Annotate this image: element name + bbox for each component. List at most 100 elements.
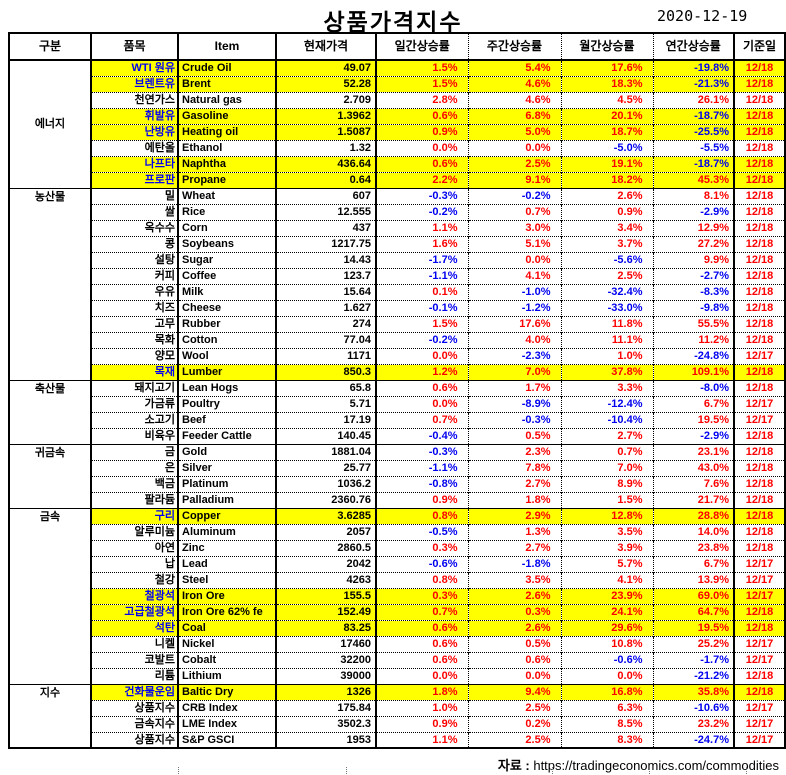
item-en-cell: Corn (177, 219, 276, 236)
base-date-cell: 12/18 (733, 155, 785, 172)
base-date-cell: 12/18 (733, 331, 785, 348)
monthly-change-cell: 1.0% (560, 347, 653, 364)
base-date-cell: 12/18 (733, 363, 785, 380)
item-kr-cell: 치즈 (90, 299, 178, 316)
price-cell: 83.25 (275, 619, 376, 636)
weekly-change-cell: 4.0% (467, 331, 561, 348)
item-kr-cell: 밀 (90, 187, 178, 204)
base-date-cell: 12/18 (733, 283, 785, 300)
daily-change-cell: -0.3% (375, 443, 468, 460)
yearly-change-cell: -8.3% (652, 283, 734, 300)
yearly-change-cell: -21.3% (652, 75, 734, 92)
price-cell: 436.64 (275, 155, 376, 172)
item-kr-cell: 난방유 (90, 123, 178, 140)
yearly-change-cell: -24.8% (652, 347, 734, 364)
item-en-cell: Iron Ore (177, 587, 276, 604)
item-kr-cell: 상품지수 (90, 699, 178, 716)
weekly-change-cell: 2.5% (467, 731, 561, 748)
daily-change-cell: 0.6% (375, 651, 468, 668)
daily-change-cell: -0.5% (375, 523, 468, 540)
yearly-change-cell: 64.7% (652, 603, 734, 620)
gridline-stub (552, 767, 553, 774)
base-date-cell: 12/18 (733, 123, 785, 140)
item-en-cell: Crude Oil (177, 59, 276, 76)
table-row: 브렌트유 Brent 52.28 1.5% 4.6% 18.3% -21.3% 12/18 (9, 75, 785, 92)
weekly-change-cell: 0.0% (467, 251, 561, 268)
monthly-change-cell: -33.0% (560, 299, 653, 316)
item-kr-cell: 쌀 (90, 203, 178, 220)
item-en-cell: Lithium (177, 667, 276, 684)
table-row: 지수 건화물운임 Baltic Dry 1326 1.8% 9.4% 16.8% 35.8% 1… (9, 683, 785, 748)
item-en-cell: Naphtha (177, 155, 276, 172)
header-row: 구분 품목 Item 현재가격 일간상승률 주간상승률 월간상승률 연간상승률 기준일 (9, 33, 785, 61)
price-cell: 437 (275, 219, 376, 236)
col-header-category: 구분 (9, 33, 91, 61)
price-cell: 14.43 (275, 251, 376, 268)
price-cell: 1326 (275, 683, 376, 700)
price-cell: 4263 (275, 571, 376, 588)
monthly-change-cell: 2.6% (560, 187, 653, 204)
weekly-change-cell: 1.7% (467, 379, 561, 396)
price-cell: 39000 (275, 667, 376, 684)
daily-change-cell: 0.6% (375, 379, 468, 396)
monthly-change-cell: 6.3% (560, 699, 653, 716)
price-cell: 1.32 (275, 139, 376, 156)
gridline-stub (746, 767, 747, 774)
table-row: 철강 Steel 4263 0.8% 3.5% 4.1% 13.9% 12/17 (9, 571, 785, 588)
item-en-cell: Coffee (177, 267, 276, 284)
table-row: 휘발유 Gasoline 1.3962 0.6% 6.8% 20.1% -18.7% 12/1… (9, 107, 785, 124)
item-en-cell: Platinum (177, 475, 276, 492)
base-date-cell: 12/18 (733, 475, 785, 492)
monthly-change-cell: 24.1% (560, 603, 653, 620)
weekly-change-cell: -0.2% (467, 187, 561, 204)
item-kr-cell: 구리 (90, 507, 178, 524)
base-date-cell: 12/18 (733, 235, 785, 252)
daily-change-cell: 1.2% (375, 363, 468, 380)
base-date-cell: 12/18 (733, 139, 785, 156)
base-date-cell: 12/18 (733, 507, 785, 524)
table-row: 납 Lead 2042 -0.6% -1.8% 5.7% 6.7% 12/17 (9, 555, 785, 572)
item-kr-cell: 건화물운임 (90, 683, 178, 700)
item-kr-cell: 우유 (90, 283, 178, 300)
weekly-change-cell: 0.5% (467, 635, 561, 652)
monthly-change-cell: -12.4% (560, 395, 653, 412)
table-row: 상품지수 S&P GSCI 1953 1.1% 2.5% 8.3% -24.7% 12/17 (9, 731, 785, 748)
weekly-change-cell: 2.6% (467, 587, 561, 604)
daily-change-cell: 1.5% (375, 315, 468, 332)
yearly-change-cell: -18.7% (652, 107, 734, 124)
item-kr-cell: 목재 (90, 363, 178, 380)
daily-change-cell: 0.8% (375, 571, 468, 588)
table-container: 구분 품목 Item 현재가격 일간상승률 주간상승률 월간상승률 연간상승률 기준일 에너지 W… (8, 32, 786, 749)
weekly-change-cell: 0.6% (467, 651, 561, 668)
weekly-change-cell: -1.8% (467, 555, 561, 572)
weekly-change-cell: 2.9% (467, 507, 561, 524)
price-cell: 2042 (275, 555, 376, 572)
source-url-link[interactable]: https://tradingeconomics.com/commodities (533, 758, 779, 773)
item-en-cell: Lean Hogs (177, 379, 276, 396)
report-date: 2020-12-19 (657, 7, 748, 25)
monthly-change-cell: 12.8% (560, 507, 653, 524)
item-en-cell: LME Index (177, 715, 276, 732)
item-en-cell: Nickel (177, 635, 276, 652)
base-date-cell: 12/18 (733, 107, 785, 124)
monthly-change-cell: 23.9% (560, 587, 653, 604)
table-row: 커피 Coffee 123.7 -1.1% 4.1% 2.5% -2.7% 12/18 (9, 267, 785, 284)
daily-change-cell: 0.6% (375, 619, 468, 636)
base-date-cell: 12/18 (733, 619, 785, 636)
daily-change-cell: -0.6% (375, 555, 468, 572)
yearly-change-cell: 27.2% (652, 235, 734, 252)
yearly-change-cell: 19.5% (652, 619, 734, 636)
price-cell: 15.64 (275, 283, 376, 300)
item-en-cell: Wool (177, 347, 276, 364)
yearly-change-cell: -25.5% (652, 123, 734, 140)
monthly-change-cell: 11.8% (560, 315, 653, 332)
item-kr-cell: 납 (90, 555, 178, 572)
item-en-cell: Sugar (177, 251, 276, 268)
table-row: 프로판 Propane 0.64 2.2% 9.1% 18.2% 45.3% 12/18 (9, 171, 785, 188)
price-cell: 1.5087 (275, 123, 376, 140)
weekly-change-cell: -0.3% (467, 411, 561, 428)
monthly-change-cell: 18.3% (560, 75, 653, 92)
price-cell: 1953 (275, 731, 376, 748)
commodity-table: 구분 품목 Item 현재가격 일간상승률 주간상승률 월간상승률 연간상승률 기준일 에너지 W… (8, 32, 786, 749)
weekly-change-cell: 0.3% (467, 603, 561, 620)
